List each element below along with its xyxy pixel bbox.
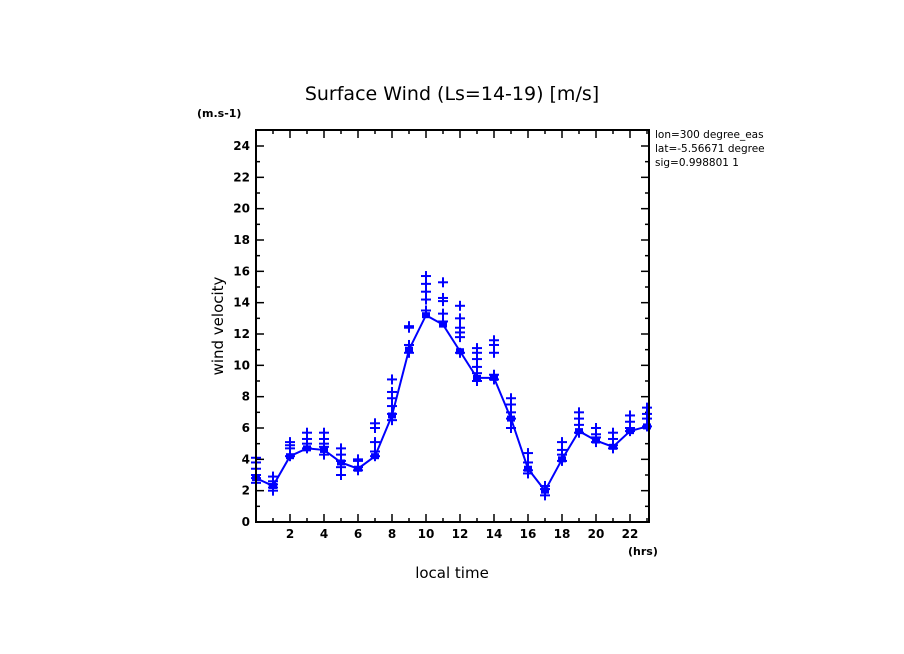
sample-point	[370, 446, 380, 457]
sample-point	[642, 402, 652, 413]
y-tick-label: 6	[242, 421, 250, 435]
x-tick-label: 2	[286, 527, 294, 541]
sample-point	[591, 423, 601, 433]
sample-point	[438, 308, 448, 319]
sample-point	[387, 374, 397, 385]
x-unit-label: (hrs)	[628, 545, 658, 558]
sample-point	[302, 427, 312, 438]
y-tick-label: 0	[242, 515, 250, 529]
sample-point	[540, 480, 550, 491]
y-unit-label: (m.s-1)	[197, 107, 241, 120]
sample-point	[268, 471, 278, 482]
sample-point	[404, 339, 414, 350]
sample-point	[421, 271, 431, 282]
y-axis-label: wind velocity	[209, 276, 227, 375]
sample-point	[438, 277, 448, 288]
y-tick-label: 2	[242, 484, 250, 498]
x-tick-label: 20	[588, 527, 605, 541]
sample-point	[489, 369, 499, 380]
sample-point	[455, 300, 465, 311]
y-tick-label: 24	[233, 139, 250, 153]
sample-point	[608, 427, 618, 438]
sample-point	[506, 393, 516, 404]
x-tick-label: 14	[486, 527, 503, 541]
chart-title: Surface Wind (Ls=14-19) [m/s]	[305, 83, 599, 105]
sample-point	[523, 457, 533, 468]
x-tick-label: 16	[520, 527, 537, 541]
sample-point	[455, 347, 465, 358]
sample-point	[370, 418, 380, 429]
x-tick-label: 6	[354, 527, 362, 541]
x-tick-label: 8	[388, 527, 396, 541]
sample-point	[336, 443, 346, 454]
y-tick-label: 22	[233, 170, 250, 184]
sample-point	[489, 335, 499, 346]
y-tick-label: 14	[233, 296, 250, 310]
sample-point	[574, 407, 584, 418]
x-tick-label: 22	[622, 527, 639, 541]
x-tick-label: 4	[320, 527, 328, 541]
sample-point	[438, 292, 448, 303]
annotation-sig: sig=0.998801 1	[655, 157, 739, 169]
sample-point	[455, 313, 465, 324]
x-tick-label: 12	[452, 527, 469, 541]
y-tick-label: 20	[233, 202, 250, 216]
sample-point	[370, 437, 380, 448]
sample-point	[285, 437, 295, 448]
sample-point	[319, 427, 329, 438]
y-tick-label: 10	[233, 358, 250, 372]
sample-point	[421, 305, 431, 316]
y-tick-label: 4	[242, 452, 250, 466]
series-line-mean	[255, 313, 648, 493]
y-tick-label: 8	[242, 390, 250, 404]
sample-point	[387, 386, 397, 397]
x-tick-label: 18	[554, 527, 571, 541]
annotation-lon: lon=300 degree_eas	[655, 129, 764, 141]
sample-point	[557, 437, 567, 448]
sample-point	[472, 343, 482, 354]
y-tick-label: 16	[233, 264, 250, 278]
sample-point	[404, 321, 414, 332]
y-tick-label: 18	[233, 233, 250, 247]
y-tick-label: 12	[233, 327, 250, 341]
x-tick-label: 10	[418, 527, 435, 541]
x-axis-label: local time	[415, 564, 489, 582]
sample-point	[625, 410, 635, 421]
sample-point	[455, 322, 465, 333]
plot-frame	[255, 129, 650, 523]
sample-point	[523, 448, 533, 459]
annotation-clip	[779, 128, 904, 178]
sample-point	[506, 423, 516, 433]
annotation-lat: lat=-5.56671 degree	[655, 143, 765, 155]
sample-point	[353, 454, 363, 465]
